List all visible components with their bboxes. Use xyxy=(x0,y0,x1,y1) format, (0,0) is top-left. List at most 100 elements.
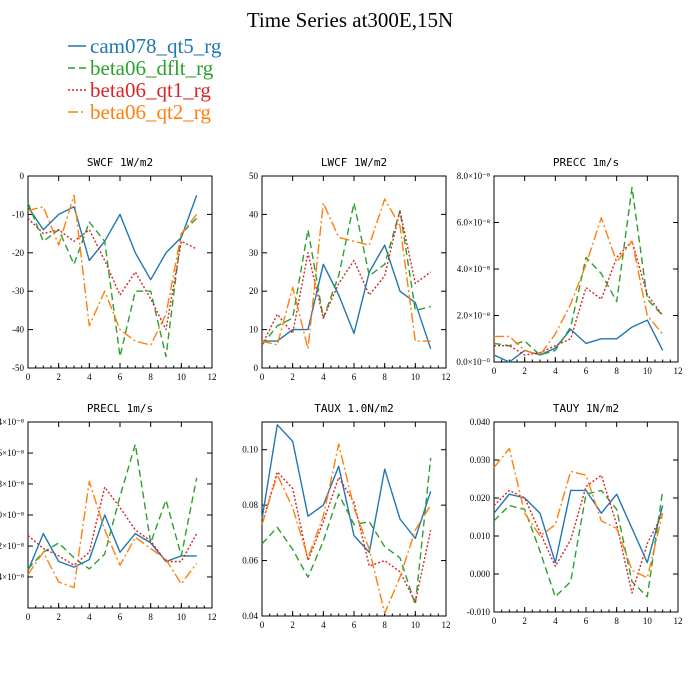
panel-title: SWCF 1W/m2 xyxy=(87,156,153,169)
y-tick-label: 0 xyxy=(254,363,259,373)
x-tick-label: 8 xyxy=(148,612,153,622)
y-tick-label: 4×10⁻⁸ xyxy=(0,572,24,582)
x-tick-label: 8 xyxy=(382,620,387,630)
x-tick-label: 10 xyxy=(411,372,421,382)
panel-title: TAUY 1N/m2 xyxy=(553,402,619,415)
y-tick-label: 0.010 xyxy=(470,531,491,541)
series-line xyxy=(493,186,664,356)
legend-label: beta06_qt2_rg xyxy=(90,100,211,124)
series-line xyxy=(494,217,664,356)
x-tick-label: 8 xyxy=(148,372,153,382)
y-tick-label: -30 xyxy=(12,286,24,296)
y-tick-label: 2×10⁻⁸ xyxy=(0,541,24,551)
series-line xyxy=(261,457,432,606)
y-tick-label: -50 xyxy=(12,363,24,373)
series-line xyxy=(261,202,431,346)
y-tick-label: 0.020 xyxy=(470,493,491,503)
y-tick-label: 0.0×10⁻⁰ xyxy=(456,357,490,367)
plot-frame xyxy=(261,421,447,617)
x-tick-label: 12 xyxy=(442,620,451,630)
chart-panel: PRECL 1m/s 0 2 4 6 8 10 12 4×10⁻⁸ 2×10⁻⁸ 0×10⁻⁸ 8×1… xyxy=(0,402,217,622)
x-tick-label: 0 xyxy=(260,620,265,630)
x-tick-label: 4 xyxy=(553,366,558,376)
y-tick-label: 4×10⁻⁸ xyxy=(0,417,24,427)
y-tick-label: 0.10 xyxy=(242,445,258,455)
series-line xyxy=(27,202,198,358)
y-tick-label: 2.0×10⁻⁸ xyxy=(457,311,490,321)
series-line xyxy=(27,443,198,570)
series-line xyxy=(27,480,198,589)
x-tick-label: 2 xyxy=(56,372,61,382)
x-tick-label: 12 xyxy=(208,372,217,382)
y-tick-label: 0 xyxy=(20,171,25,181)
x-tick-label: 10 xyxy=(643,616,653,626)
y-tick-label: 6.0×10⁻⁸ xyxy=(457,218,490,228)
series-line xyxy=(494,240,664,356)
x-tick-label: 0 xyxy=(492,366,497,376)
y-tick-label: -20 xyxy=(12,248,24,258)
x-tick-label: 12 xyxy=(674,616,683,626)
chart-panel: SWCF 1W/m2 0 2 4 6 8 10 12 0 -10 -20 -30 -40 -50 xyxy=(12,156,217,382)
x-tick-label: 4 xyxy=(553,616,558,626)
series-line xyxy=(27,486,198,566)
y-tick-label: 30 xyxy=(249,248,259,258)
legend-label: beta06_qt1_rg xyxy=(90,78,211,102)
x-tick-label: 8 xyxy=(614,366,619,376)
panel-title: PRECC 1m/s xyxy=(553,156,619,169)
y-tick-label: 8.0×10⁻⁸ xyxy=(457,171,490,181)
x-tick-label: 12 xyxy=(674,366,683,376)
chart-panel: TAUX 1.0N/m2 0 2 4 6 8 10 12 0.04 0.06 0.08 0.10 xyxy=(242,402,450,630)
x-tick-label: 0 xyxy=(26,612,31,622)
x-tick-label: 6 xyxy=(118,612,123,622)
y-tick-label: 40 xyxy=(249,209,259,219)
series-line xyxy=(493,447,664,579)
legend-swatch xyxy=(68,89,86,91)
plot-frame xyxy=(493,175,679,363)
y-tick-label: 0.000 xyxy=(470,569,491,579)
y-tick-label: 10 xyxy=(249,325,259,335)
chart-panel: TAUY 1N/m2 0 2 4 6 8 10 12 -0.010 0.000 0.010 0.020… xyxy=(467,402,683,626)
y-tick-label: 0.04 xyxy=(242,611,258,621)
panel-title: PRECL 1m/s xyxy=(87,402,153,415)
legend-swatch xyxy=(68,67,86,69)
x-tick-label: 2 xyxy=(522,616,527,626)
x-tick-label: 6 xyxy=(584,366,589,376)
x-tick-label: 8 xyxy=(614,616,619,626)
x-tick-label: 6 xyxy=(352,372,357,382)
page-title: Time Series at300E,15N xyxy=(246,8,454,32)
y-tick-label: 20 xyxy=(249,286,259,296)
panel-title: TAUX 1.0N/m2 xyxy=(314,402,393,415)
plot-frame xyxy=(27,175,213,369)
x-tick-label: 10 xyxy=(177,612,187,622)
x-tick-label: 10 xyxy=(643,366,653,376)
y-tick-label: -0.010 xyxy=(467,607,491,617)
legend-label: cam078_qt5_rg xyxy=(90,34,222,58)
x-tick-label: 4 xyxy=(87,612,92,622)
plot-frame xyxy=(27,421,213,609)
series-line xyxy=(27,194,198,281)
x-tick-label: 0 xyxy=(260,372,265,382)
x-tick-label: 10 xyxy=(177,372,187,382)
series-line xyxy=(261,471,432,603)
x-tick-label: 6 xyxy=(584,616,589,626)
x-tick-label: 2 xyxy=(522,366,527,376)
chart-panel: PRECC 1m/s 0 2 4 6 8 10 12 0.0×10⁻⁰ 2.0×10⁻⁸ 4.0×1… xyxy=(456,156,682,376)
series-line xyxy=(261,198,431,350)
legend-swatch xyxy=(68,111,86,113)
y-tick-label: 6×10⁻⁸ xyxy=(0,448,24,458)
series-line xyxy=(493,474,664,594)
series-line xyxy=(27,514,197,572)
x-tick-label: 4 xyxy=(321,620,326,630)
x-tick-label: 4 xyxy=(321,372,326,382)
y-tick-label: 0.040 xyxy=(470,417,491,427)
y-tick-label: 0.030 xyxy=(470,455,491,465)
series-line xyxy=(493,319,664,363)
x-tick-label: 2 xyxy=(290,620,295,630)
x-tick-label: 0 xyxy=(26,372,31,382)
series-line xyxy=(261,209,432,346)
series-line xyxy=(261,424,432,553)
x-tick-label: 2 xyxy=(56,612,61,622)
series-line xyxy=(27,217,198,331)
y-tick-label: 0.08 xyxy=(242,500,258,510)
